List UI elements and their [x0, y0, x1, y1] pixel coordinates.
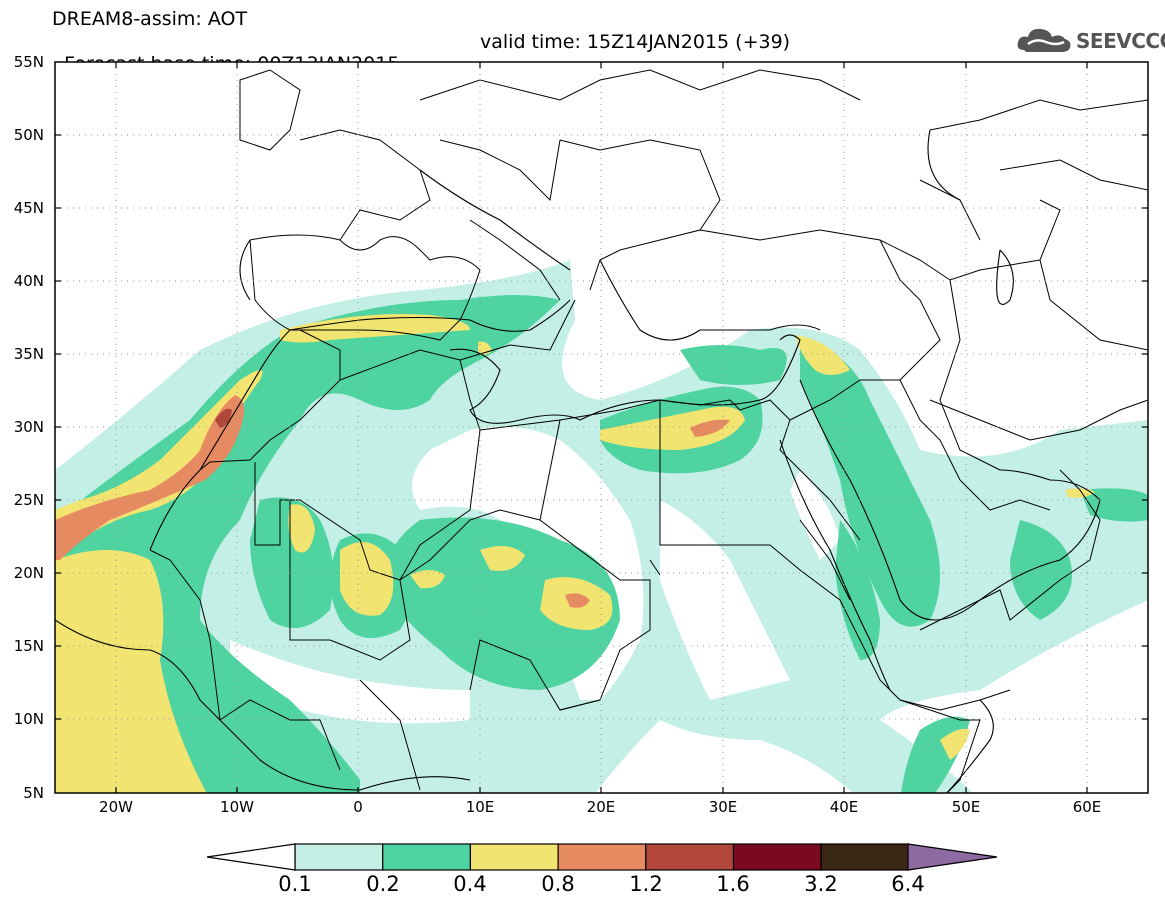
- lon-label: 40E: [829, 798, 859, 816]
- colorbar-label: 1.6: [716, 872, 750, 896]
- lat-label: 20N: [13, 564, 44, 582]
- lat-label: 50N: [13, 126, 44, 144]
- lon-label: 0: [353, 798, 363, 816]
- lon-label: 50E: [951, 798, 981, 816]
- colorbar-label: 0.2: [366, 872, 400, 896]
- seevccc-logo: SEEVCCC: [1016, 24, 1165, 58]
- lat-label: 10N: [13, 710, 44, 728]
- colorbar-label: 3.2: [804, 872, 838, 896]
- lat-label: 25N: [13, 491, 44, 509]
- lon-label: 60E: [1072, 798, 1102, 816]
- logo-text: SEEVCCC: [1076, 29, 1165, 53]
- lon-label: 10E: [465, 798, 495, 816]
- valid-time: valid time: 15Z14JAN2015 (+39): [480, 31, 791, 53]
- lat-label: 55N: [13, 53, 44, 71]
- colorbar-label: 0.1: [278, 872, 312, 896]
- cloud-icon: [1017, 28, 1071, 52]
- lat-label: 45N: [13, 199, 44, 217]
- lon-label: 20E: [586, 798, 616, 816]
- lon-label: 10W: [220, 798, 254, 816]
- lat-label: 40N: [13, 272, 44, 290]
- lon-label: 20W: [99, 798, 133, 816]
- aot-fields: [55, 260, 1148, 793]
- axis-ticks: [55, 62, 1148, 793]
- colorbar-label: 6.4: [891, 872, 925, 896]
- colorbar-label: 0.4: [453, 872, 487, 896]
- colorbar-label: 0.8: [541, 872, 575, 896]
- lat-label: 5N: [23, 784, 44, 802]
- aot-level-0.8: [55, 395, 730, 608]
- colorbar-label: 1.2: [629, 872, 663, 896]
- coastlines: [55, 129, 1101, 793]
- lat-label: 35N: [13, 345, 44, 363]
- lon-label: 30E: [708, 798, 738, 816]
- country-boundaries: [149, 69, 1148, 793]
- map-grid: [55, 62, 1148, 793]
- lat-label: 30N: [13, 418, 44, 436]
- chart-title: DREAM8-assim: AOT: [52, 8, 248, 30]
- lat-label: 15N: [13, 637, 44, 655]
- aot-level-1.2: [215, 408, 232, 428]
